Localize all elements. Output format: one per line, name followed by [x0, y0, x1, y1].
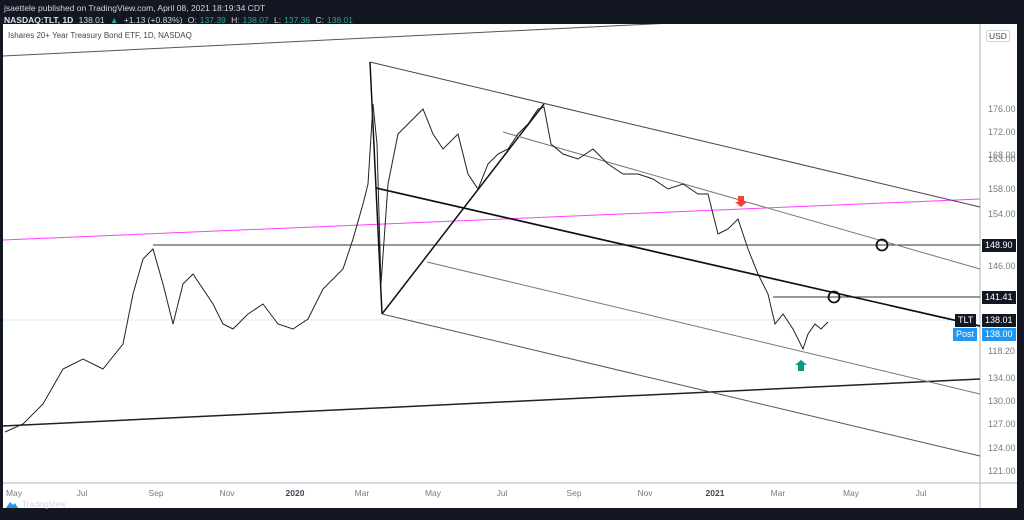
y-tick: 154.00 — [988, 209, 1016, 219]
y-tick: 134.00 — [988, 373, 1016, 383]
tradingview-logo-icon — [6, 502, 18, 508]
price-tag-148: 148.90 — [982, 239, 1016, 252]
y-tick: 146.00 — [988, 261, 1016, 271]
open-value: 137.39 — [199, 15, 226, 25]
y-tick: 121.00 — [988, 466, 1016, 476]
post-label-tag: Post — [953, 328, 978, 341]
y-tick: 163.00 — [988, 154, 1016, 164]
x-tick: May — [424, 488, 442, 498]
x-tick: Jul — [496, 488, 508, 498]
symbol-tag: TLT — [955, 314, 977, 327]
symbol: NASDAQ:TLT, 1D — [4, 15, 74, 25]
h-label: H: — [231, 15, 240, 25]
high-value: 138.07 — [242, 15, 269, 25]
currency-label[interactable]: USD — [986, 30, 1010, 42]
y-tick: 172.00 — [988, 127, 1016, 137]
x-tick: Mar — [354, 488, 370, 498]
y-tick: 176.00 — [988, 104, 1016, 114]
chart-frame[interactable] — [3, 24, 1017, 508]
x-tick: May — [5, 488, 23, 498]
x-tick: Mar — [770, 488, 786, 498]
y-tick: 127.00 — [988, 419, 1016, 429]
footer: TradingView — [5, 500, 66, 509]
x-tick: Sep — [566, 488, 582, 498]
x-tick: 2021 — [705, 488, 725, 498]
low-value: 137.36 — [284, 15, 311, 25]
o-label: O: — [187, 15, 197, 25]
y-tick: 118.20 — [988, 346, 1015, 356]
price-tag-141: 141.41 — [982, 291, 1016, 304]
x-tick: Nov — [637, 488, 653, 498]
post-price-tag: 138.00 — [982, 328, 1016, 341]
circle-marker-148 — [875, 238, 889, 252]
c-label: C: — [315, 15, 325, 25]
red-down-arrow-icon — [735, 196, 747, 207]
y-tick: 124.00 — [988, 443, 1016, 453]
last-price: 138.01 — [78, 15, 105, 25]
y-tick: 130.00 — [988, 396, 1016, 406]
x-tick: Jul — [76, 488, 88, 498]
chart-title: Ishares 20+ Year Treasury Bond ETF, 1D, … — [8, 31, 192, 40]
x-tick: Nov — [219, 488, 235, 498]
green-up-arrow-icon — [795, 360, 807, 371]
y-tick: 158.00 — [988, 184, 1016, 194]
ohlc-line: NASDAQ:TLT, 1D 138.01 ▲ +1.13 (+0.83%) O… — [4, 14, 356, 26]
x-tick: Sep — [148, 488, 164, 498]
header: jsaettele published on TradingView.com, … — [4, 2, 356, 26]
up-triangle-icon: ▲ — [110, 15, 119, 25]
last-price-tag: 138.01 — [982, 314, 1016, 327]
l-label: L: — [274, 15, 282, 25]
publisher-line: jsaettele published on TradingView.com, … — [4, 3, 266, 13]
circle-marker-141 — [827, 290, 841, 304]
chart-canvas[interactable] — [3, 24, 1017, 508]
close-value: 138.01 — [327, 15, 353, 25]
change: +1.13 (+0.83%) — [123, 15, 183, 25]
brand-label: TradingView — [22, 500, 67, 509]
x-tick: Jul — [915, 488, 927, 498]
x-tick: 2020 — [285, 488, 305, 498]
x-tick: May — [842, 488, 860, 498]
y-tick: 168.00 — [988, 150, 1016, 160]
